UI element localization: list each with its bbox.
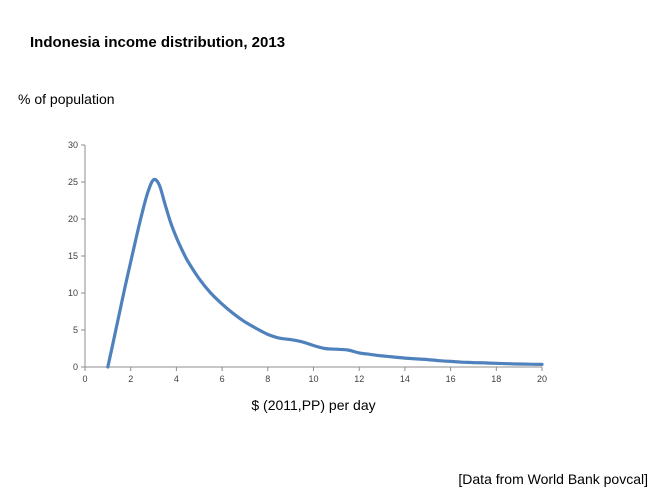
y-tick-label: 30	[68, 140, 78, 150]
x-tick-label: 6	[220, 374, 225, 384]
x-tick-label: 2	[128, 374, 133, 384]
x-tick-label: 16	[446, 374, 456, 384]
y-tick-label: 0	[73, 362, 78, 372]
income-distribution-curve	[106, 177, 544, 369]
chart-canvas: 0 5 10 15 20 25 30 0 2 4 6 8 10 12 14 16 18 20	[68, 140, 547, 384]
x-tick-label: 4	[174, 374, 179, 384]
x-tick-label: 20	[537, 374, 547, 384]
source-note: [Data from World Bank povcal]	[458, 471, 648, 487]
y-tick-label: 10	[68, 288, 78, 298]
axes	[81, 144, 543, 371]
x-tick-label: 14	[400, 374, 410, 384]
x-axis-caption: $ (2011,PP) per day	[251, 397, 376, 413]
x-tick-label: 0	[82, 374, 87, 384]
y-tick-label: 25	[68, 177, 78, 187]
y-tick-label: 15	[68, 251, 78, 261]
x-tick-label: 18	[491, 374, 501, 384]
x-tick-label: 8	[265, 374, 270, 384]
x-tick-label: 10	[308, 374, 318, 384]
y-axis-caption: % of population	[18, 91, 115, 107]
y-tick-label: 5	[73, 325, 78, 335]
x-tick-label: 12	[354, 374, 364, 384]
chart-title: Indonesia income distribution, 2013	[30, 34, 286, 51]
y-tick-label: 20	[68, 214, 78, 224]
